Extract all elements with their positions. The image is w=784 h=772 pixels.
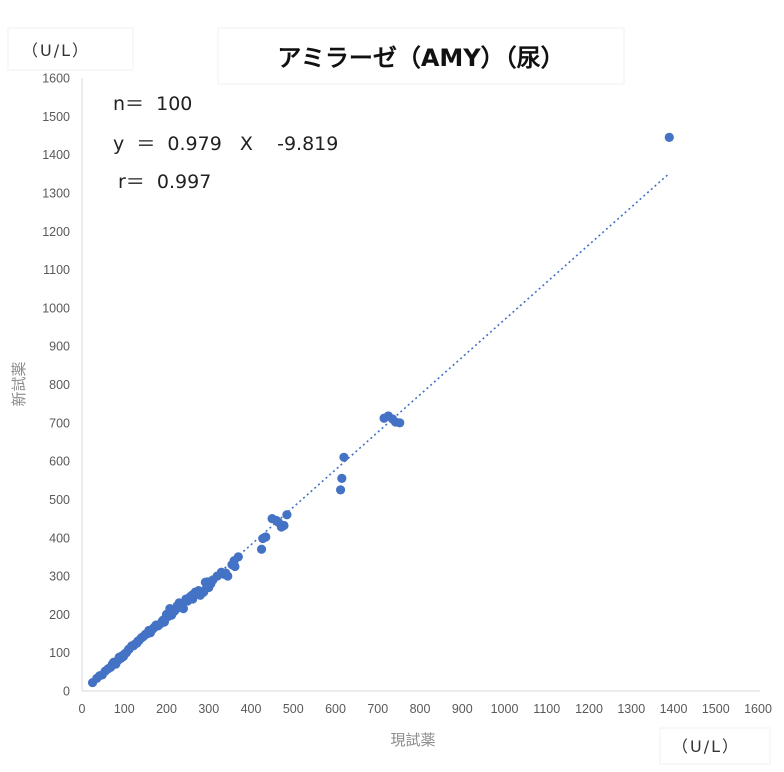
x-unit-box (659, 727, 771, 765)
data-point (261, 532, 271, 542)
x-axis-title: 現試薬 (390, 731, 435, 749)
data-point (161, 613, 171, 623)
x-tick-label: 200 (156, 702, 177, 716)
y-axis-title: 新試薬 (10, 361, 28, 406)
y-axis-unit: （U/L） (22, 41, 90, 60)
data-point (339, 452, 349, 462)
x-tick-label: 800 (410, 702, 431, 716)
x-tick-label: 700 (367, 702, 388, 716)
x-tick-labels: 0 100 200 300 400 500 600 700 800 900 1000 1100 1200… (79, 702, 772, 716)
data-point (223, 571, 233, 581)
data-point (282, 510, 292, 520)
y-unit-box (7, 27, 134, 71)
stat-r: r＝ 0.997 (118, 171, 211, 193)
y-tick-label: 1000 (42, 301, 70, 315)
data-point (233, 552, 243, 562)
y-tick-labels: 0 100 200 300 400 500 600 700 800 900 1000 1100 1200… (42, 72, 70, 699)
data-point (337, 473, 347, 483)
x-tick-label: 1300 (617, 702, 645, 716)
y-tick-label: 1200 (42, 225, 70, 239)
stat-n: n＝ 100 (113, 93, 192, 115)
data-point (141, 629, 151, 639)
x-tick-label: 500 (283, 702, 304, 716)
x-tick-label: 300 (198, 702, 219, 716)
data-point (279, 520, 289, 531)
chart-title-box (217, 27, 625, 85)
x-tick-label: 1500 (702, 702, 730, 716)
stat-equation: y ＝ 0.979 X -9.819 (113, 133, 338, 155)
x-tick-label: 100 (114, 702, 135, 716)
y-tick-label: 0 (63, 685, 70, 699)
data-point (256, 544, 267, 554)
y-tick-label: 300 (49, 570, 70, 584)
data-point (664, 132, 674, 142)
y-tick-label: 800 (49, 378, 70, 392)
trendline (93, 172, 670, 685)
y-tick-label: 400 (49, 531, 70, 545)
data-point (335, 485, 346, 495)
y-tick-label: 100 (49, 646, 70, 660)
y-tick-label: 1600 (42, 72, 70, 86)
data-points (87, 132, 674, 688)
y-tick-label: 200 (49, 608, 70, 622)
x-tick-label: 400 (241, 702, 262, 716)
x-tick-label: 1600 (744, 702, 772, 716)
y-tick-label: 1500 (42, 110, 70, 124)
y-tick-label: 900 (49, 340, 70, 354)
x-tick-label: 1000 (491, 702, 519, 716)
x-axis-unit: （U/L） (672, 737, 740, 756)
y-tick-label: 500 (49, 493, 70, 507)
chart-title: アミラーゼ（AMY）（尿） (277, 44, 564, 72)
data-point (152, 621, 162, 631)
data-point (194, 586, 204, 596)
data-point (230, 561, 240, 572)
y-tick-label: 700 (49, 416, 70, 430)
y-tick-label: 1400 (42, 148, 70, 162)
y-tick-label: 1100 (43, 263, 70, 277)
x-tick-label: 0 (79, 702, 86, 716)
x-tick-label: 600 (325, 702, 346, 716)
x-tick-label: 1200 (575, 702, 603, 716)
data-point (181, 594, 191, 604)
y-tick-label: 1300 (42, 186, 70, 200)
x-tick-label: 1100 (533, 702, 560, 716)
data-point (395, 418, 405, 428)
x-tick-label: 1400 (660, 702, 688, 716)
data-point (173, 601, 183, 611)
data-point (200, 577, 210, 587)
y-tick-label: 600 (49, 455, 70, 469)
x-tick-label: 900 (452, 702, 473, 716)
